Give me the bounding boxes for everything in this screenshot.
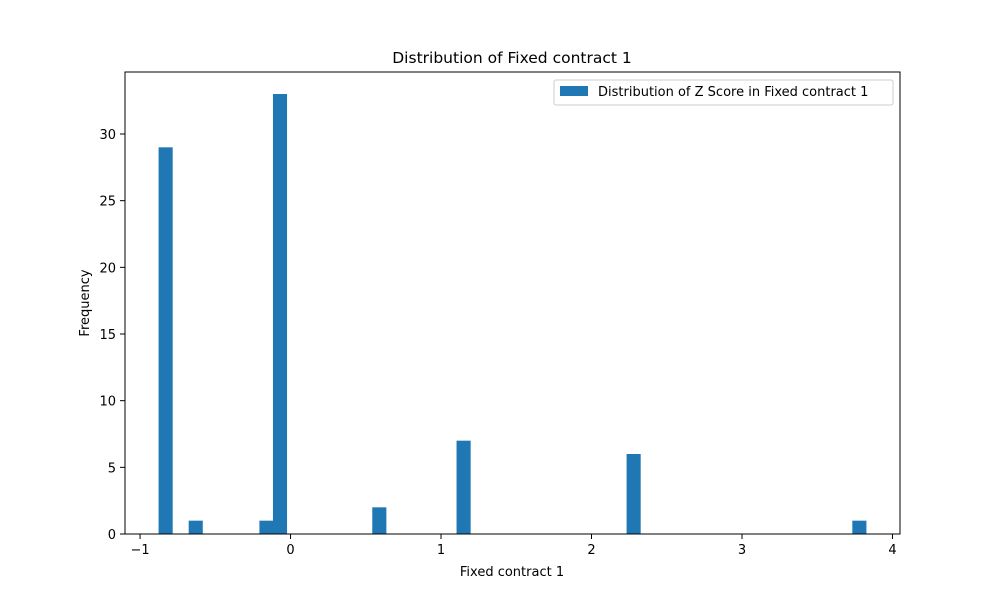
y-axis-ticks: 0 5 10 15 20 25 30 xyxy=(99,128,125,543)
y-tick-label: 25 xyxy=(99,195,116,210)
histogram-bar-6 xyxy=(626,454,641,534)
histogram-bar-0 xyxy=(158,147,173,534)
legend-label: Distribution of Z Score in Fixed contrac… xyxy=(598,85,868,100)
y-axis-label: Frequency xyxy=(78,269,93,336)
x-axis-label: Fixed contract 1 xyxy=(460,565,564,580)
y-tick-label: 15 xyxy=(99,328,116,343)
histogram-bar-7 xyxy=(852,520,867,534)
x-tick-label: 4 xyxy=(888,543,896,558)
histogram-bar-4 xyxy=(372,507,387,534)
x-tick-label: 3 xyxy=(738,543,746,558)
y-tick-label: 20 xyxy=(99,261,116,276)
histogram-bar-1 xyxy=(188,520,203,534)
x-tick-label: 1 xyxy=(437,543,445,558)
y-tick-label: 10 xyxy=(99,395,116,410)
histogram-bar-5 xyxy=(456,440,471,534)
y-tick-label: 30 xyxy=(99,128,116,143)
histogram-bar-2 xyxy=(259,520,274,534)
y-tick-label: 0 xyxy=(108,528,116,543)
x-axis-ticks: −1 0 1 2 3 4 xyxy=(130,534,897,558)
legend-swatch xyxy=(560,86,588,96)
legend: Distribution of Z Score in Fixed contrac… xyxy=(553,79,894,106)
x-tick-label: 0 xyxy=(286,543,294,558)
y-tick-label: 5 xyxy=(108,461,116,476)
plot-frame xyxy=(124,71,901,535)
bars-group xyxy=(158,94,867,534)
x-tick-label: −1 xyxy=(130,543,149,558)
legend-box xyxy=(553,79,894,106)
chart-title: Distribution of Fixed contract 1 xyxy=(392,49,631,67)
x-tick-label: 2 xyxy=(587,543,595,558)
histogram-bar-3 xyxy=(272,94,288,534)
